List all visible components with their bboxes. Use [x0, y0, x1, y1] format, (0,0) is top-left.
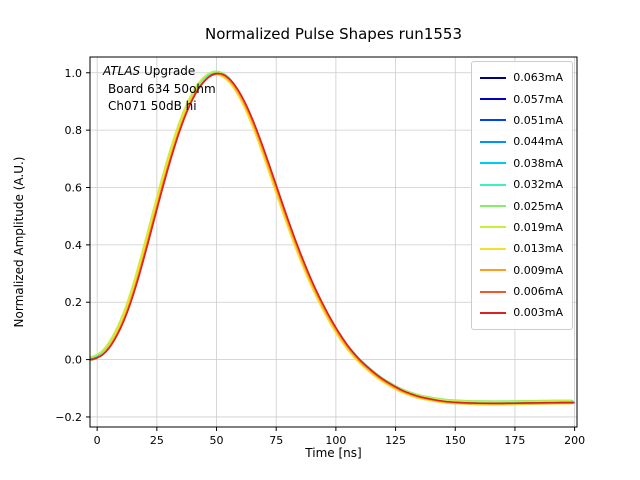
x-tick-label: 0	[94, 434, 101, 447]
legend-line-swatch	[480, 119, 507, 122]
legend-label: 0.013mA	[513, 242, 563, 256]
series-line-0.003mA	[90, 72, 575, 405]
legend-line-swatch	[480, 269, 507, 272]
y-tick-label: 0.4	[65, 239, 83, 252]
x-tick-label: 200	[564, 434, 585, 447]
legend-label: 0.019mA	[513, 220, 563, 234]
legend-item: 0.044mA	[480, 131, 563, 152]
legend-item: 0.038mA	[480, 153, 563, 174]
legend-item: 0.063mA	[480, 67, 563, 88]
legend-line-swatch	[480, 290, 507, 293]
x-axis-label: Time [ns]	[305, 446, 362, 460]
legend-item: 0.003mA	[480, 302, 563, 323]
legend-item: 0.051mA	[480, 110, 563, 131]
series-group	[90, 70, 575, 406]
legend-item: 0.032mA	[480, 174, 563, 195]
legend-label: 0.006mA	[513, 285, 563, 299]
x-tick-label: 75	[269, 434, 283, 447]
legend-label: 0.009mA	[513, 263, 563, 277]
annotation-atlas: ATLAS	[103, 64, 141, 78]
y-axis-label: Normalized Amplitude (A.U.)	[12, 156, 26, 328]
legend-item: 0.025mA	[480, 195, 563, 216]
y-tick-label: 1.0	[65, 67, 83, 80]
x-tick-label: 125	[385, 434, 406, 447]
legend-label: 0.003mA	[513, 306, 563, 320]
legend-label: 0.057mA	[513, 92, 563, 106]
legend-item: 0.019mA	[480, 217, 563, 238]
legend-line-swatch	[480, 311, 507, 314]
y-tick-label: 0.2	[65, 296, 83, 309]
legend-line-swatch	[480, 140, 507, 143]
legend-line-swatch	[480, 162, 507, 165]
annotation-upgrade: Upgrade	[140, 64, 196, 78]
series-line-0.013mA	[90, 73, 572, 406]
chart-title: Normalized Pulse Shapes run1553	[204, 25, 462, 43]
legend-label: 0.038mA	[513, 156, 563, 170]
annotation-line-2: Board 634 50ohm	[108, 81, 216, 96]
y-tick-label: −0.2	[55, 411, 82, 424]
legend-item: 0.057mA	[480, 88, 563, 109]
legend-line-swatch	[480, 183, 507, 186]
legend: 0.063mA 0.057mA 0.051mA 0.044mA 0.038mA 0.032…	[471, 61, 573, 330]
x-tick-label: 50	[210, 434, 224, 447]
annotation-line-1: ATLAS Upgrade	[103, 63, 216, 81]
legend-item: 0.006mA	[480, 281, 563, 302]
legend-line-swatch	[480, 205, 507, 208]
legend-item: 0.009mA	[480, 260, 563, 281]
x-tick-label: 100	[325, 434, 346, 447]
y-tick-label: 0.6	[65, 182, 83, 195]
x-tick-label: 150	[445, 434, 466, 447]
legend-label: 0.063mA	[513, 71, 563, 85]
y-tick-label: 0.8	[65, 124, 83, 137]
legend-line-swatch	[480, 247, 507, 250]
legend-line-swatch	[480, 226, 507, 229]
annotation-line-3: Ch071 50dB hi	[108, 99, 197, 113]
x-tick-label: 175	[504, 434, 525, 447]
annotation: ATLAS Upgrade Board 634 50ohm Ch071 50dB…	[103, 63, 216, 116]
legend-label: 0.025mA	[513, 199, 563, 213]
legend-line-swatch	[480, 76, 507, 79]
legend-item: 0.013mA	[480, 238, 563, 259]
legend-label: 0.044mA	[513, 135, 563, 149]
legend-line-swatch	[480, 98, 507, 101]
axes-frame	[89, 56, 578, 428]
y-tick-label: 0.0	[65, 354, 83, 367]
legend-label: 0.051mA	[513, 113, 563, 127]
x-tick-label: 25	[150, 434, 164, 447]
legend-label: 0.032mA	[513, 178, 563, 192]
